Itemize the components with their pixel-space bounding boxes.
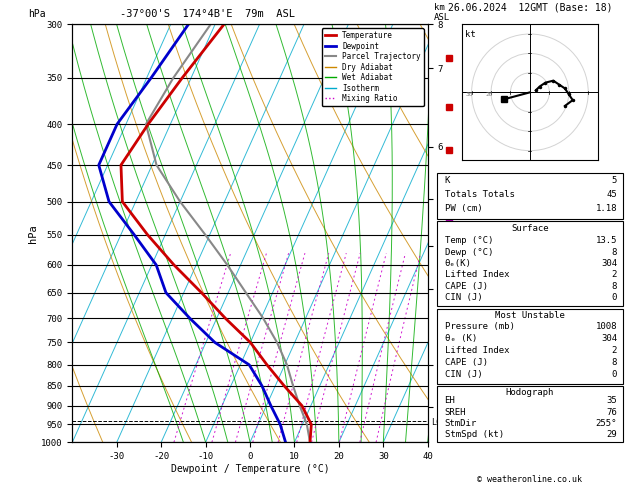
- Legend: Temperature, Dewpoint, Parcel Trajectory, Dry Adiabat, Wet Adiabat, Isotherm, Mi: Temperature, Dewpoint, Parcel Trajectory…: [321, 28, 424, 106]
- Text: km: km: [434, 3, 445, 12]
- Text: 2: 2: [210, 444, 214, 449]
- Text: 8: 8: [612, 282, 617, 291]
- Text: 45: 45: [606, 190, 617, 199]
- FancyBboxPatch shape: [437, 386, 623, 442]
- Text: 8: 8: [612, 248, 617, 257]
- Text: 6: 6: [276, 444, 280, 449]
- Text: Lifted Index: Lifted Index: [445, 270, 509, 279]
- Text: 3: 3: [233, 444, 237, 449]
- FancyBboxPatch shape: [437, 221, 623, 306]
- Text: CIN (J): CIN (J): [445, 370, 482, 380]
- Text: 0: 0: [612, 293, 617, 302]
- Text: 1: 1: [172, 444, 176, 449]
- Text: 8: 8: [295, 444, 299, 449]
- Text: kt: kt: [465, 30, 476, 39]
- Text: 10: 10: [308, 444, 316, 449]
- Text: 5: 5: [612, 176, 617, 185]
- Text: 35: 35: [606, 397, 617, 405]
- Text: 26.06.2024  12GMT (Base: 18): 26.06.2024 12GMT (Base: 18): [448, 2, 612, 12]
- Text: CIN (J): CIN (J): [445, 293, 482, 302]
- Text: 8: 8: [612, 358, 617, 367]
- Text: 4: 4: [251, 444, 255, 449]
- Text: 15: 15: [335, 444, 343, 449]
- Text: Hodograph: Hodograph: [506, 388, 554, 397]
- X-axis label: Dewpoint / Temperature (°C): Dewpoint / Temperature (°C): [170, 464, 330, 474]
- Text: Temp (°C): Temp (°C): [445, 237, 493, 245]
- Text: PW (cm): PW (cm): [445, 204, 482, 213]
- Text: 304: 304: [601, 334, 617, 343]
- Text: 29: 29: [606, 430, 617, 439]
- Text: 20: 20: [485, 92, 493, 97]
- Text: Most Unstable: Most Unstable: [495, 311, 565, 320]
- Text: K: K: [445, 176, 450, 185]
- Y-axis label: Mixing Ratio (g/kg): Mixing Ratio (g/kg): [445, 186, 455, 281]
- Text: Lifted Index: Lifted Index: [445, 346, 509, 355]
- Text: Dewp (°C): Dewp (°C): [445, 248, 493, 257]
- Text: 304: 304: [601, 259, 617, 268]
- Text: θₑ(K): θₑ(K): [445, 259, 472, 268]
- Text: StmSpd (kt): StmSpd (kt): [445, 430, 504, 439]
- Text: ASL: ASL: [434, 13, 450, 22]
- Text: 30: 30: [466, 92, 473, 97]
- Text: 20: 20: [356, 444, 364, 449]
- FancyBboxPatch shape: [437, 173, 623, 219]
- Text: © weatheronline.co.uk: © weatheronline.co.uk: [477, 474, 582, 484]
- Text: 76: 76: [606, 408, 617, 417]
- Text: Surface: Surface: [511, 224, 548, 233]
- Text: 0: 0: [612, 370, 617, 380]
- Text: Pressure (mb): Pressure (mb): [445, 322, 515, 331]
- Text: -37°00'S  174°4B'E  79m  ASL: -37°00'S 174°4B'E 79m ASL: [120, 9, 295, 19]
- Text: SREH: SREH: [445, 408, 466, 417]
- Y-axis label: hPa: hPa: [28, 224, 38, 243]
- Text: LCL: LCL: [431, 418, 446, 427]
- FancyBboxPatch shape: [437, 309, 623, 384]
- Text: 1008: 1008: [596, 322, 617, 331]
- Text: CAPE (J): CAPE (J): [445, 282, 487, 291]
- Text: hPa: hPa: [28, 9, 46, 19]
- Text: 13.5: 13.5: [596, 237, 617, 245]
- Text: 2: 2: [612, 270, 617, 279]
- Text: 255°: 255°: [596, 419, 617, 428]
- Text: StmDir: StmDir: [445, 419, 477, 428]
- Text: 1.18: 1.18: [596, 204, 617, 213]
- Text: Totals Totals: Totals Totals: [445, 190, 515, 199]
- Text: EH: EH: [445, 397, 455, 405]
- Text: 25: 25: [372, 444, 380, 449]
- Text: 2: 2: [612, 346, 617, 355]
- Text: CAPE (J): CAPE (J): [445, 358, 487, 367]
- Text: θₑ (K): θₑ (K): [445, 334, 477, 343]
